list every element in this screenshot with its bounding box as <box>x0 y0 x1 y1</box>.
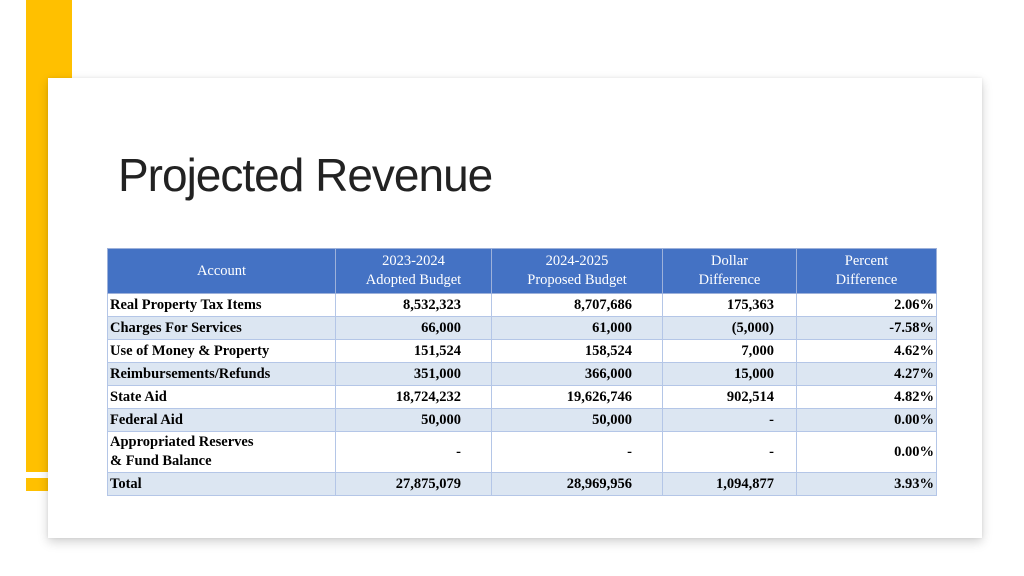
cell-proposed: 28,969,956 <box>491 472 663 496</box>
table-row: Federal Aid 50,000 50,000 - 0.00% <box>107 408 937 432</box>
header-adopted-budget: 2023-2024 Adopted Budget <box>335 248 492 294</box>
cell-dollar-diff: 902,514 <box>662 385 797 409</box>
cell-dollar-diff: (5,000) <box>662 316 797 340</box>
header-proposed-budget: 2024-2025 Proposed Budget <box>491 248 663 294</box>
table-row: Reimbursements/Refunds 351,000 366,000 1… <box>107 362 937 386</box>
table-row-total: Total 27,875,079 28,969,956 1,094,877 3.… <box>107 472 937 496</box>
cell-percent-diff: 4.82% <box>796 385 937 409</box>
table-row: State Aid 18,724,232 19,626,746 902,514 … <box>107 385 937 409</box>
cell-account: Total <box>107 472 336 496</box>
cell-percent-diff: 2.06% <box>796 293 937 317</box>
cell-dollar-diff: 7,000 <box>662 339 797 363</box>
cell-adopted: 151,524 <box>335 339 492 363</box>
cell-proposed: 8,707,686 <box>491 293 663 317</box>
header-percent-difference: Percent Difference <box>796 248 937 294</box>
cell-proposed: 19,626,746 <box>491 385 663 409</box>
cell-account: State Aid <box>107 385 336 409</box>
table-row: Charges For Services 66,000 61,000 (5,00… <box>107 316 937 340</box>
cell-proposed: 366,000 <box>491 362 663 386</box>
cell-percent-diff: 0.00% <box>796 431 937 473</box>
cell-dollar-diff: 175,363 <box>662 293 797 317</box>
cell-proposed: - <box>491 431 663 473</box>
cell-account: Federal Aid <box>107 408 336 432</box>
accent-bar-tab <box>26 478 48 491</box>
cell-adopted: 66,000 <box>335 316 492 340</box>
cell-account: Charges For Services <box>107 316 336 340</box>
cell-proposed: 61,000 <box>491 316 663 340</box>
cell-adopted: 50,000 <box>335 408 492 432</box>
table-row: Use of Money & Property 151,524 158,524 … <box>107 339 937 363</box>
cell-proposed: 50,000 <box>491 408 663 432</box>
cell-adopted: 18,724,232 <box>335 385 492 409</box>
table-row: Appropriated Reserves & Fund Balance - - … <box>107 431 937 473</box>
header-dollar-difference: Dollar Difference <box>662 248 797 294</box>
cell-dollar-diff: 1,094,877 <box>662 472 797 496</box>
cell-dollar-diff: - <box>662 408 797 432</box>
cell-account: Reimbursements/Refunds <box>107 362 336 386</box>
accent-bar-top <box>26 0 72 78</box>
table-row: Real Property Tax Items 8,532,323 8,707,… <box>107 293 937 317</box>
accent-bar-left <box>26 78 48 472</box>
cell-adopted: 351,000 <box>335 362 492 386</box>
cell-dollar-diff: 15,000 <box>662 362 797 386</box>
cell-percent-diff: 4.62% <box>796 339 937 363</box>
table-header-row: Account 2023-2024 Adopted Budget 2024-202… <box>107 248 937 294</box>
cell-percent-diff: -7.58% <box>796 316 937 340</box>
cell-percent-diff: 3.93% <box>796 472 937 496</box>
cell-account: Appropriated Reserves & Fund Balance <box>107 431 336 473</box>
cell-dollar-diff: - <box>662 431 797 473</box>
cell-account: Real Property Tax Items <box>107 293 336 317</box>
cell-percent-diff: 4.27% <box>796 362 937 386</box>
header-account: Account <box>107 248 336 294</box>
cell-adopted: 27,875,079 <box>335 472 492 496</box>
cell-account: Use of Money & Property <box>107 339 336 363</box>
cell-adopted: - <box>335 431 492 473</box>
cell-proposed: 158,524 <box>491 339 663 363</box>
revenue-table: Account 2023-2024 Adopted Budget 2024-202… <box>107 248 937 496</box>
cell-percent-diff: 0.00% <box>796 408 937 432</box>
cell-adopted: 8,532,323 <box>335 293 492 317</box>
page-title: Projected Revenue <box>118 149 493 201</box>
